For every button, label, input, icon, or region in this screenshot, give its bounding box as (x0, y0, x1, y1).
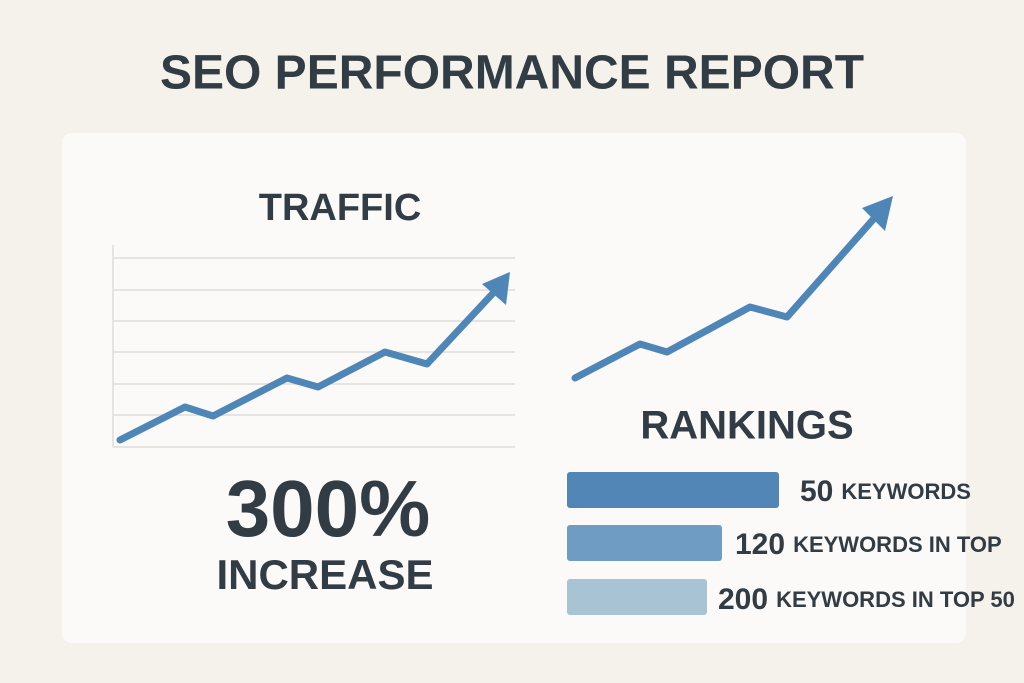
traffic-line (116, 286, 500, 444)
page-title: SEO PERFORMANCE REPORT (160, 47, 864, 100)
rankings-line (571, 210, 882, 382)
stat-label: INCREASE (216, 551, 433, 598)
panel (62, 133, 966, 643)
ranking-count: 200 (718, 583, 768, 616)
ranking-bar (567, 579, 707, 615)
traffic-title: TRAFFIC (259, 187, 422, 229)
ranking-count: 50 (800, 475, 833, 508)
traffic-arrowhead (482, 272, 510, 305)
ranking-label: 200 KEYWORDS IN TOP 50 (718, 583, 1015, 616)
ranking-labels: 50 KEYWORDS 120 KEYWORDS IN TOP 200 KEYWORDS … (718, 475, 1015, 616)
rankings-title: RANKINGS (640, 404, 853, 448)
ranking-label: 120 KEYWORDS IN TOP (735, 528, 1002, 561)
ranking-text: KEYWORDS (841, 479, 971, 504)
rankings-arrowhead (862, 196, 893, 231)
ranking-text: KEYWORDS IN TOP 50 (776, 587, 1015, 612)
stat-value: 300% (226, 464, 431, 553)
ranking-bar (567, 472, 779, 508)
ranking-bar (567, 525, 722, 561)
ranking-text: KEYWORDS IN TOP (793, 532, 1002, 557)
ranking-label: 50 KEYWORDS (800, 475, 971, 508)
ranking-count: 120 (735, 528, 785, 561)
